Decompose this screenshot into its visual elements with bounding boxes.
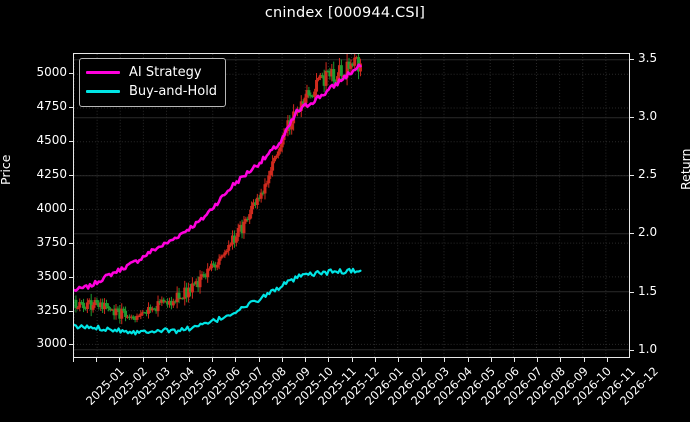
y-tick-right: 2.5 xyxy=(638,167,658,182)
y-axis-left-label: Price xyxy=(0,154,13,186)
y-tick-right: 3.0 xyxy=(638,109,658,124)
tick-mark xyxy=(630,117,634,119)
y-tick-right: 1.5 xyxy=(638,283,658,298)
legend-label-buy-and-hold: Buy-and-Hold xyxy=(129,84,218,99)
tick-mark xyxy=(630,233,634,235)
tick-mark xyxy=(69,107,73,109)
tick-mark xyxy=(444,358,446,362)
y-tick-left: 4250 xyxy=(36,167,67,181)
tick-mark xyxy=(69,242,73,244)
tick-mark xyxy=(69,310,73,312)
y-tick-left: 3500 xyxy=(36,268,67,283)
y-axis-right-label: Return xyxy=(678,148,690,190)
tick-mark xyxy=(119,358,121,362)
tick-mark xyxy=(537,358,539,362)
tick-mark xyxy=(630,291,634,293)
tick-mark xyxy=(583,358,585,362)
tick-mark xyxy=(630,58,634,60)
tick-mark xyxy=(606,358,608,362)
tick-mark xyxy=(142,358,144,362)
y-tick-left: 5000 xyxy=(36,65,67,80)
tick-mark xyxy=(467,358,469,362)
grid-lines xyxy=(74,54,629,357)
tick-mark xyxy=(69,175,73,176)
tick-mark xyxy=(69,276,73,278)
tick-mark xyxy=(69,141,73,143)
tick-mark xyxy=(397,358,399,362)
y-tick-right: 3.5 xyxy=(638,50,658,65)
y-tick-left: 3000 xyxy=(36,336,67,351)
y-tick-left: 3250 xyxy=(36,302,67,317)
chart-legend: AI Strategy Buy-and-Hold xyxy=(79,58,227,107)
tick-mark xyxy=(165,358,167,362)
legend-swatch-buy-and-hold xyxy=(86,90,120,93)
tick-mark xyxy=(374,358,376,362)
tick-mark xyxy=(235,358,237,362)
data-series xyxy=(74,54,362,336)
tick-mark xyxy=(421,358,423,362)
y-tick-right: 2.0 xyxy=(638,225,658,240)
tick-mark xyxy=(96,358,98,362)
tick-mark xyxy=(258,358,260,362)
legend-label-ai-strategy: AI Strategy xyxy=(129,65,202,80)
tick-mark xyxy=(351,358,353,362)
tick-mark xyxy=(69,73,73,75)
y-tick-left: 3750 xyxy=(36,234,67,249)
tick-mark xyxy=(513,358,515,362)
y-tick-left: 4750 xyxy=(36,99,67,114)
tick-mark xyxy=(69,344,73,346)
legend-item-buy-and-hold: Buy-and-Hold xyxy=(86,82,217,101)
tick-mark xyxy=(630,349,634,351)
y-tick-left: 4500 xyxy=(36,133,67,148)
plot-area: AI Strategy Buy-and-Hold xyxy=(73,53,630,358)
legend-item-ai-strategy: AI Strategy xyxy=(86,63,217,82)
tick-mark xyxy=(281,358,283,362)
y-tick-left: 4000 xyxy=(36,200,67,215)
tick-mark xyxy=(73,358,74,362)
tick-mark xyxy=(212,358,214,362)
chart-title: cnindex [000944.CSI] xyxy=(264,5,426,21)
tick-mark xyxy=(328,358,330,362)
tick-mark xyxy=(560,358,562,362)
tick-mark xyxy=(69,208,73,210)
tick-mark xyxy=(490,358,492,362)
tick-mark xyxy=(630,175,634,177)
y-tick-right: 1.0 xyxy=(638,341,658,356)
tick-mark xyxy=(305,358,307,362)
tick-mark xyxy=(189,358,191,362)
legend-swatch-ai-strategy xyxy=(86,71,120,74)
